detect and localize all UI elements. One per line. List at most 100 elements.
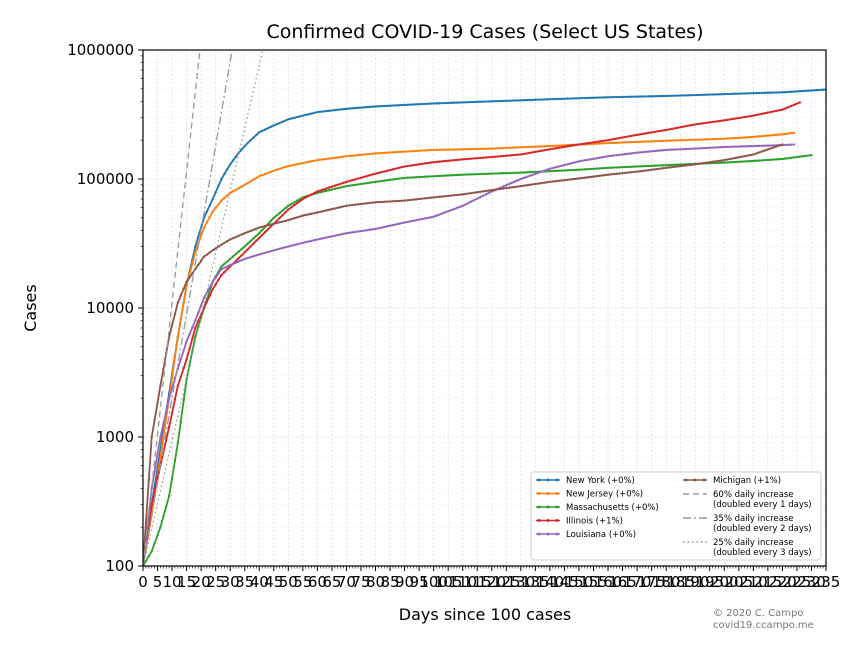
data-point bbox=[775, 145, 778, 148]
data-point bbox=[763, 144, 767, 147]
data-point bbox=[688, 163, 691, 167]
data-point bbox=[612, 166, 616, 169]
data-point bbox=[763, 112, 767, 115]
data-point bbox=[691, 138, 694, 142]
data-point bbox=[377, 180, 380, 183]
data-point bbox=[603, 96, 607, 99]
data-point bbox=[714, 93, 717, 96]
data-point bbox=[336, 108, 339, 112]
data-point bbox=[760, 112, 764, 116]
data-point bbox=[598, 96, 601, 99]
data-point bbox=[772, 91, 775, 94]
data-point bbox=[632, 165, 636, 168]
data-point bbox=[478, 190, 482, 194]
data-point bbox=[310, 212, 313, 215]
legend-label: Massachusetts (+0%) bbox=[566, 503, 659, 513]
data-point bbox=[455, 206, 459, 210]
data-point bbox=[388, 178, 392, 182]
data-point bbox=[569, 168, 572, 172]
data-point bbox=[577, 177, 581, 180]
data-point bbox=[499, 99, 502, 103]
data-point bbox=[295, 243, 299, 246]
data-point bbox=[321, 110, 325, 113]
data-point bbox=[435, 148, 438, 152]
data-point bbox=[734, 117, 738, 120]
data-point bbox=[284, 206, 287, 210]
series-6 bbox=[143, 50, 201, 566]
data-point bbox=[490, 147, 493, 150]
data-point bbox=[452, 173, 456, 177]
data-point bbox=[199, 259, 203, 263]
data-point bbox=[580, 159, 584, 163]
data-point bbox=[723, 145, 726, 149]
data-point bbox=[545, 168, 549, 172]
data-point bbox=[444, 159, 447, 163]
data-point bbox=[551, 147, 554, 150]
data-point bbox=[583, 142, 586, 145]
data-point bbox=[592, 96, 595, 99]
data-point bbox=[368, 105, 371, 109]
legend-label: Illinois (+1%) bbox=[566, 517, 623, 527]
data-point bbox=[237, 186, 241, 190]
x-tick-label: 230 bbox=[797, 573, 826, 591]
data-point bbox=[641, 169, 645, 173]
data-point bbox=[766, 91, 770, 94]
data-point bbox=[380, 179, 383, 183]
data-point bbox=[792, 90, 796, 93]
data-point bbox=[656, 139, 659, 143]
data-point bbox=[383, 225, 386, 229]
data-point bbox=[781, 157, 784, 161]
data-point bbox=[304, 113, 307, 117]
data-point bbox=[156, 534, 159, 537]
legend-marker bbox=[555, 505, 559, 509]
data-point bbox=[324, 109, 328, 113]
data-point bbox=[397, 177, 400, 180]
data-point bbox=[391, 168, 395, 171]
data-point bbox=[353, 203, 357, 206]
data-point bbox=[476, 100, 479, 104]
data-point bbox=[589, 175, 592, 179]
data-point bbox=[383, 151, 386, 155]
data-point bbox=[374, 172, 377, 175]
data-point bbox=[316, 190, 319, 193]
data-point bbox=[194, 251, 197, 254]
data-point bbox=[763, 149, 767, 152]
data-point bbox=[676, 148, 679, 151]
data-point bbox=[778, 91, 781, 94]
data-point bbox=[197, 235, 200, 239]
data-point bbox=[766, 158, 770, 162]
data-point bbox=[711, 137, 714, 141]
data-point bbox=[458, 148, 461, 151]
data-point bbox=[333, 184, 337, 187]
data-point bbox=[632, 170, 636, 174]
data-point bbox=[371, 201, 374, 204]
legend-marker bbox=[555, 519, 559, 522]
data-point bbox=[304, 196, 307, 199]
data-point bbox=[490, 172, 493, 175]
data-point bbox=[757, 151, 761, 154]
data-point bbox=[324, 187, 328, 190]
data-point bbox=[327, 208, 331, 212]
data-point bbox=[278, 121, 281, 125]
data-point bbox=[313, 211, 316, 215]
data-point bbox=[287, 118, 290, 121]
data-point bbox=[301, 114, 305, 117]
data-point bbox=[566, 178, 569, 182]
data-point bbox=[446, 148, 450, 151]
data-point bbox=[150, 435, 153, 439]
data-point bbox=[374, 152, 377, 155]
data-point bbox=[208, 251, 212, 254]
data-point bbox=[278, 211, 281, 215]
data-point bbox=[717, 159, 720, 163]
data-point bbox=[755, 144, 758, 148]
data-point bbox=[290, 244, 293, 247]
data-point bbox=[194, 326, 197, 330]
data-point bbox=[502, 146, 505, 150]
data-point bbox=[618, 166, 621, 169]
data-point bbox=[505, 184, 508, 187]
data-point bbox=[496, 99, 499, 103]
data-point bbox=[638, 151, 642, 154]
data-point bbox=[464, 203, 467, 206]
data-point bbox=[333, 156, 337, 160]
data-point bbox=[699, 162, 703, 165]
